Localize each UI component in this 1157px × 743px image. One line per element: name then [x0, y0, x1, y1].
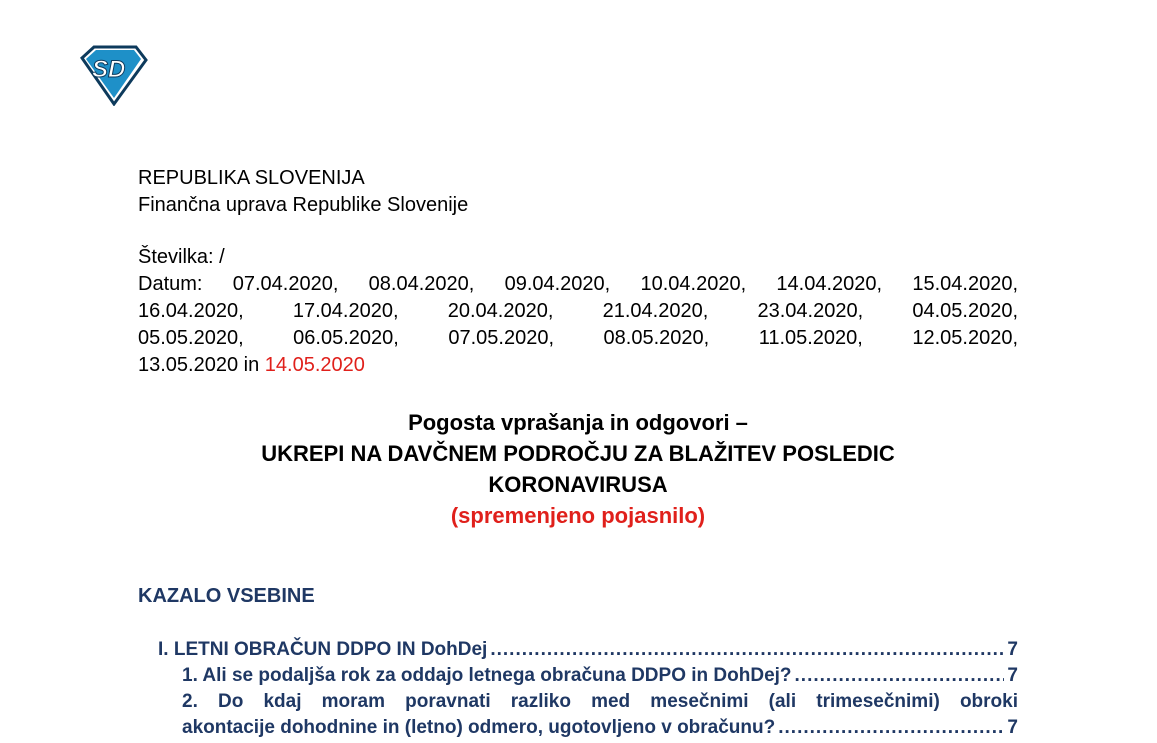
date: 14.04.2020, — [776, 273, 883, 295]
date: 11.05.2020, — [758, 327, 863, 349]
date: 06.05.2020, — [293, 327, 399, 349]
toc-label: 2. Do kdaj moram poravnati razliko med m… — [182, 691, 1018, 712]
toc-item[interactable]: 2. Do kdaj moram poravnati razliko med m… — [138, 689, 1018, 741]
date: 20.04.2020, — [447, 300, 554, 322]
date: 23.04.2020, — [757, 300, 864, 322]
toc-heading: KAZALO VSEBINE — [138, 585, 315, 607]
date: 09.04.2020, — [504, 273, 611, 295]
toc-label: akontacije dohodnine in (letno) odmero, … — [182, 717, 776, 738]
last-date-line: 13.05.2020 in 14.05.2020 — [138, 352, 1018, 379]
toc-item[interactable]: I. LETNI OBRAČUN DDPO IN DohDej 7 — [138, 637, 1018, 663]
date: 05.05.2020, — [138, 327, 244, 349]
date: 10.04.2020, — [640, 273, 747, 295]
date: 15.04.2020, — [912, 273, 1018, 295]
svg-text:SD: SD — [92, 56, 125, 83]
toc-label: 1. Ali se podaljša rok za oddajo letnega… — [182, 665, 792, 686]
date: 08.05.2020, — [603, 327, 710, 349]
date: 04.05.2020, — [912, 300, 1019, 322]
date: 08.04.2020, — [368, 273, 475, 295]
title-line: Pogosta vprašanja in odgovori – — [408, 410, 748, 435]
toc-page: 7 — [1007, 665, 1018, 686]
toc-item[interactable]: 1. Ali se podaljša rok za oddajo letnega… — [138, 663, 1018, 689]
title-line: UKREPI NA DAVČNEM PODROČJU ZA BLAŽITEV P… — [261, 441, 895, 466]
date-line: 05.05.2020, 06.05.2020, 07.05.2020, 08.0… — [138, 325, 1018, 352]
table-of-contents: I. LETNI OBRAČUN DDPO IN DohDej 7 1. Ali … — [138, 637, 1018, 741]
subtitle: (spremenjeno pojasnilo) — [450, 503, 706, 528]
document-meta: Številka: / Datum: 07.04.2020, 08.04.202… — [138, 244, 1018, 379]
toc-page: 7 — [1007, 717, 1018, 738]
title-line: KORONAVIRUSA — [488, 472, 668, 497]
date: Datum: — [138, 273, 203, 295]
date-text: 13.05.2020 in — [138, 354, 260, 376]
issuer: REPUBLIKA SLOVENIJA Finančna uprava Repu… — [138, 165, 1018, 219]
date: 17.04.2020, — [292, 300, 399, 322]
issuer-agency: Finančna uprava Republike Slovenije — [138, 194, 469, 216]
date: 07.04.2020, — [232, 273, 339, 295]
toc-page: 7 — [1007, 639, 1018, 660]
issuer-country: REPUBLIKA SLOVENIJA — [138, 167, 365, 189]
latest-date: 14.05.2020 — [264, 354, 365, 376]
date: 16.04.2020, — [138, 300, 244, 322]
date-line: Datum: 07.04.2020, 08.04.2020, 09.04.202… — [138, 271, 1018, 298]
document-title: Pogosta vprašanja in odgovori – UKREPI N… — [138, 407, 1018, 531]
document-number: Številka: / — [138, 246, 225, 268]
logo: SD — [80, 45, 148, 106]
date-line: 16.04.2020, 17.04.2020, 20.04.2020, 21.0… — [138, 298, 1018, 325]
date: 21.04.2020, — [602, 300, 709, 322]
date: 07.05.2020, — [448, 327, 554, 349]
dates: Datum: 07.04.2020, 08.04.2020, 09.04.202… — [138, 271, 1018, 352]
toc-label: I. LETNI OBRAČUN DDPO IN DohDej — [158, 639, 488, 660]
date: 12.05.2020, — [912, 327, 1019, 349]
